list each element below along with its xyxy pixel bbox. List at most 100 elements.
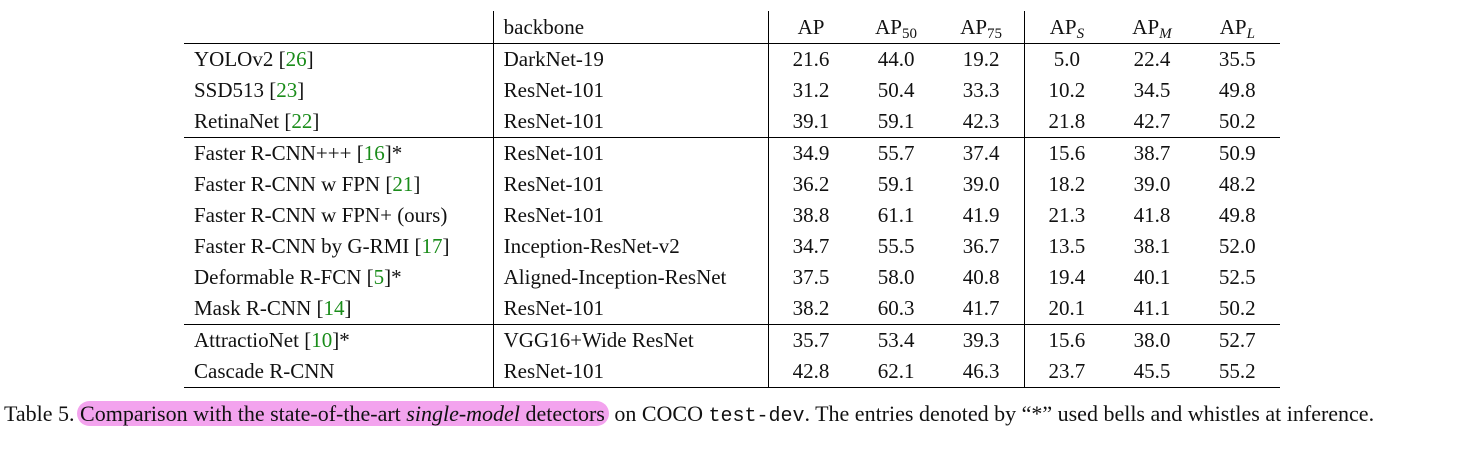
metric-cell: 20.1 — [1023, 293, 1110, 325]
header-ap75: AP75 — [938, 11, 1025, 44]
metric-cell: 45.5 — [1109, 356, 1195, 388]
metric-cell: 35.7 — [767, 324, 854, 356]
metric-cell: 55.7 — [853, 137, 939, 169]
metric-cell: 42.8 — [767, 356, 854, 388]
metric-cell: 38.2 — [767, 293, 854, 325]
method-cell: Faster R-CNN w FPN [21] — [194, 172, 421, 196]
metric-cell: 39.0 — [962, 172, 1000, 196]
metric-cell: 39.0 — [1133, 172, 1171, 196]
metric-cell: 42.3 — [962, 109, 1000, 133]
metric-cell: 59.1 — [877, 172, 915, 196]
metric-cell: 21.8 — [1023, 106, 1110, 138]
backbone-cell: ResNet-101 — [492, 106, 769, 138]
caption-highlight: Comparison with the state-of-the-art sin… — [77, 401, 609, 426]
citation-link[interactable]: 23 — [276, 78, 298, 102]
metric-cell: 42.7 — [1133, 109, 1171, 133]
metric-cell: 31.2 — [767, 75, 854, 106]
metric-cell: 62.1 — [853, 356, 939, 388]
comparison-table: backbone AP AP50 AP75 APS APM APL YOLOv2… — [184, 11, 1280, 388]
metric-cell: 38.8 — [767, 200, 854, 231]
metric-cell: 61.1 — [877, 203, 915, 227]
method-cell: Faster R-CNN+++ [16]* — [184, 137, 494, 169]
metric-cell: 41.7 — [962, 296, 1000, 320]
table-row: AttractioNet [10]* VGG16+Wide ResNet 35.7 5… — [184, 324, 1280, 356]
header-backbone: backbone — [492, 11, 769, 44]
metric-cell: 10.2 — [1023, 75, 1110, 106]
metric-cell: 50.2 — [1218, 296, 1256, 320]
metric-cell: 50.9 — [1194, 137, 1280, 169]
metric-cell: 37.4 — [938, 137, 1025, 169]
table-row: Mask R-CNN [14] ResNet-101 38.2 60.3 41.7 20.… — [184, 293, 1280, 325]
backbone-cell: ResNet-101 — [492, 293, 769, 325]
backbone-cell: Aligned-Inception-ResNet — [492, 262, 769, 293]
metric-cell: 35.5 — [1218, 47, 1256, 71]
table-row: Deformable R-FCN [5]* Aligned-Inception-R… — [184, 262, 1280, 293]
metric-cell: 39.3 — [938, 324, 1025, 356]
metric-cell: 52.0 — [1218, 234, 1256, 258]
metric-cell: 53.4 — [853, 324, 939, 356]
metric-cell: 36.2 — [767, 169, 854, 200]
metric-cell: 49.8 — [1218, 203, 1256, 227]
metric-cell: 5.0 — [1023, 43, 1110, 75]
metric-cell: 55.2 — [1194, 356, 1280, 388]
backbone-cell: Inception-ResNet-v2 — [492, 231, 769, 262]
backbone-cell: ResNet-101 — [492, 200, 769, 231]
metric-cell: 50.4 — [877, 78, 915, 102]
method-cell: Deformable R-FCN [5]* — [194, 265, 402, 289]
metric-cell: 38.7 — [1109, 137, 1195, 169]
backbone-cell: ResNet-101 — [492, 75, 769, 106]
metric-cell: 38.0 — [1109, 324, 1195, 356]
method-cell: Faster R-CNN by G-RMI [17] — [194, 234, 450, 258]
metric-cell: 21.6 — [767, 43, 854, 75]
header-row: backbone AP AP50 AP75 APS APM APL — [184, 11, 1280, 44]
citation-link[interactable]: 14 — [323, 296, 345, 320]
citation-link[interactable]: 17 — [421, 234, 443, 258]
citation-link[interactable]: 16 — [363, 141, 385, 165]
backbone-cell: DarkNet-19 — [492, 43, 769, 75]
citation-link[interactable]: 26 — [285, 47, 307, 71]
backbone-cell: ResNet-101 — [492, 137, 769, 169]
caption-code: test-dev — [708, 405, 805, 428]
metric-cell: 38.1 — [1133, 234, 1171, 258]
metric-cell: 49.8 — [1218, 78, 1256, 102]
metric-cell: 39.1 — [767, 106, 854, 138]
metric-cell: 50.2 — [1218, 109, 1256, 133]
header-ap: AP — [767, 11, 854, 44]
citation-link[interactable]: 21 — [392, 172, 414, 196]
method-cell: AttractioNet [10]* — [184, 324, 494, 356]
metric-cell: 18.2 — [1023, 169, 1110, 200]
table-row: YOLOv2 [26] DarkNet-19 21.6 44.0 19.2 5.0 22.4… — [184, 43, 1280, 75]
metric-cell: 55.5 — [877, 234, 915, 258]
metric-cell: 52.5 — [1218, 265, 1256, 289]
metric-cell: 23.7 — [1023, 356, 1110, 388]
header-ap50: AP50 — [853, 11, 939, 44]
citation-link[interactable]: 5 — [373, 265, 385, 289]
method-cell: YOLOv2 [26] — [194, 47, 314, 71]
table-row: Faster R-CNN w FPN [21] ResNet-101 36.2 59.… — [184, 169, 1280, 200]
header-apm: APM — [1109, 11, 1195, 44]
metric-cell: 59.1 — [877, 109, 915, 133]
table-row: Cascade R-CNN ResNet-101 42.8 62.1 46.3 23.7 4… — [184, 356, 1280, 388]
method-cell: SSD513 [23] — [194, 78, 305, 102]
metric-cell: 21.3 — [1023, 200, 1110, 231]
metric-cell: 40.1 — [1133, 265, 1171, 289]
method-cell: Cascade R-CNN — [184, 356, 494, 388]
table-row: SSD513 [23] ResNet-101 31.2 50.4 33.3 10.2 34.… — [184, 75, 1280, 106]
backbone-cell: ResNet-101 — [492, 169, 769, 200]
table-row: Faster R-CNN+++ [16]* ResNet-101 34.9 55.7 3… — [184, 137, 1280, 169]
method-cell: RetinaNet [22] — [194, 109, 320, 133]
table-caption: Table 5. Comparison with the state-of-th… — [4, 401, 1375, 428]
metric-cell: 15.6 — [1023, 137, 1110, 169]
header-apl: APL — [1194, 11, 1280, 44]
citation-link[interactable]: 10 — [311, 328, 333, 352]
header-aps: APS — [1023, 11, 1110, 44]
backbone-cell: ResNet-101 — [492, 356, 769, 388]
metric-cell: 60.3 — [877, 296, 915, 320]
caption-emphasis: single-model — [406, 401, 520, 426]
metric-cell: 33.3 — [962, 78, 1000, 102]
metric-cell: 36.7 — [962, 234, 1000, 258]
metric-cell: 40.8 — [962, 265, 1000, 289]
citation-link[interactable]: 22 — [291, 109, 313, 133]
header-method — [184, 11, 494, 44]
metric-cell: 44.0 — [877, 47, 915, 71]
